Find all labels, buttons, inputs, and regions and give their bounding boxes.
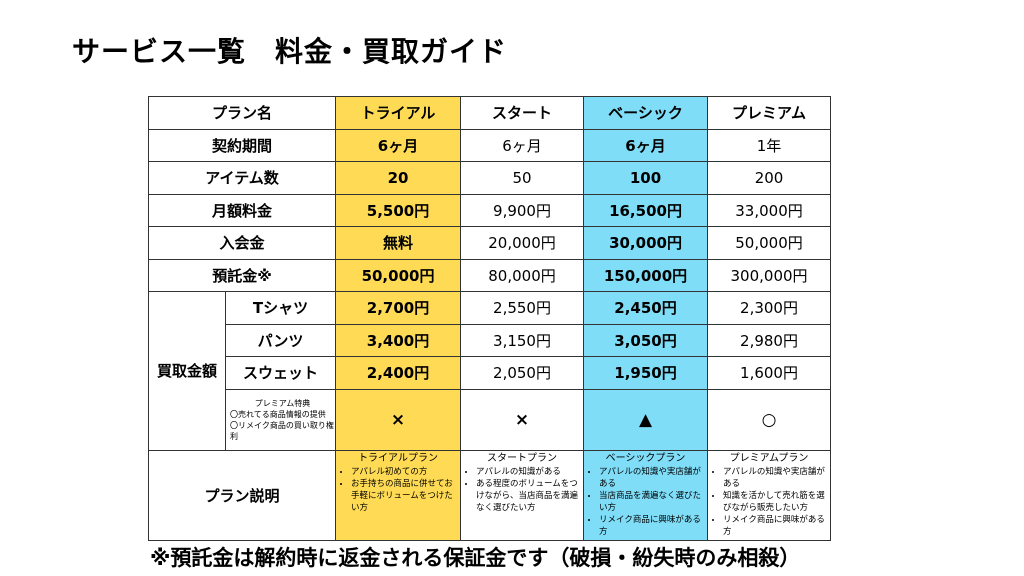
row-label: 入会金 <box>147 226 337 260</box>
plan-point: 当店商品を満遍なく選びたい方 <box>599 490 704 514</box>
cell-value: 30,000円 <box>583 226 709 260</box>
cell-value: 2,050円 <box>460 356 585 390</box>
row-label: 月額料金 <box>147 193 337 227</box>
row-label: 預託金※ <box>147 258 337 292</box>
cell-value: 2,300円 <box>707 291 832 325</box>
row-label: Tシャツ <box>224 291 337 325</box>
page-title: サービス一覧 料金・買取ガイド <box>72 35 508 68</box>
plan-point: アパレル初めての方 <box>351 466 457 478</box>
table-row: パンツ 3,400円 3,150円 3,050円 2,980円 <box>149 323 832 357</box>
cell-value: 100 <box>583 161 709 195</box>
perk-label: プレミアム特典 〇売れてる商品情報の提供 〇リメイク商品の買い取り権利 <box>224 388 337 451</box>
buyback-label: 買取金額 <box>148 291 226 451</box>
cell-value: 3,050円 <box>583 323 709 357</box>
cell-value: 50,000円 <box>335 258 462 292</box>
row-label: スウェット <box>224 356 337 390</box>
description-row: プラン説明トライアルプランアパレル初めての方お手持ちの商品に併せてお手軽にボリュ… <box>147 449 832 541</box>
plan-description-title: スタートプラン <box>487 452 558 464</box>
perk-row: プレミアム特典 〇売れてる商品情報の提供 〇リメイク商品の買い取り権利 × × ▲ ○ <box>149 388 832 451</box>
cell-value: 2,980円 <box>707 323 832 357</box>
cell-value: 9,900円 <box>460 193 585 227</box>
table-row: 預託金※ 50,000円 80,000円 150,000円 300,000円 <box>147 258 832 292</box>
cell-value: 5,500円 <box>335 193 462 227</box>
plan-point: リメイク商品に興味がある方 <box>723 514 827 538</box>
plan-point: アパレルの知識や実店舗がある <box>599 466 704 490</box>
table-row: アイテム数 20 50 100 200 <box>147 161 832 195</box>
cell-value: 1年 <box>707 128 832 162</box>
plan-point: お手持ちの商品に併せてお手軽にボリュームをつけたい方 <box>351 478 457 514</box>
row-label: 契約期間 <box>147 128 337 162</box>
plan-name: スタート <box>460 96 585 130</box>
cell-value: 20 <box>335 161 462 195</box>
perk-line: 〇売れてる商品情報の提供 <box>230 409 326 419</box>
cell-value: 2,550円 <box>460 291 585 325</box>
header-row: プラン名 トライアル スタート ベーシック プレミアム <box>147 96 832 130</box>
table-row: 入会金 無料 20,000円 30,000円 50,000円 <box>147 226 832 260</box>
cell-value: 6ヶ月 <box>583 128 709 162</box>
perk-value: ▲ <box>583 388 709 451</box>
plan-description: プレミアムプランアパレルの知識や実店舗がある知識を活かして売れ筋を選びながら販売… <box>707 449 832 541</box>
cell-value: 1,950円 <box>583 356 709 390</box>
perk-line: 〇リメイク商品の買い取り権利 <box>230 420 334 441</box>
description-label: プラン説明 <box>147 449 337 541</box>
cell-value: 6ヶ月 <box>460 128 585 162</box>
cell-value: 150,000円 <box>583 258 709 292</box>
footnote: ※預託金は解約時に返金される保証金です（破損・紛失時のみ相殺） <box>150 546 801 570</box>
cell-value: 2,450円 <box>583 291 709 325</box>
plan-name: プレミアム <box>707 96 832 130</box>
table-row: スウェット 2,400円 2,050円 1,950円 1,600円 <box>149 356 832 390</box>
plan-description: ベーシックプランアパレルの知識や実店舗がある当店商品を満遍なく選びたい方リメイク… <box>583 449 709 541</box>
cell-value: 16,500円 <box>583 193 709 227</box>
row-label: アイテム数 <box>147 161 337 195</box>
header-label: プラン名 <box>147 96 337 130</box>
plan-name: トライアル <box>335 96 462 130</box>
perk-value: × <box>460 388 585 451</box>
cell-value: 2,400円 <box>335 356 462 390</box>
table-row: 買取金額 Tシャツ 2,700円 2,550円 2,450円 2,300円 <box>148 291 832 451</box>
cell-value: 1,600円 <box>707 356 832 390</box>
plan-description: スタートプランアパレルの知識があるある程度のボリュームをつけながら、当店商品を満… <box>460 449 585 541</box>
row-label: パンツ <box>224 323 337 357</box>
plan-point: 知識を活かして売れ筋を選びながら販売したい方 <box>723 490 827 514</box>
cell-value: 200 <box>707 161 832 195</box>
cell-value: 20,000円 <box>460 226 585 260</box>
plan-description-title: トライアルプラン <box>358 452 438 464</box>
perk-value: ○ <box>707 388 832 451</box>
cell-value: 50,000円 <box>707 226 832 260</box>
cell-value: 2,700円 <box>335 291 462 325</box>
cell-value: 80,000円 <box>460 258 585 292</box>
plan-point: アパレルの知識や実店舗がある <box>723 466 827 490</box>
plan-description: トライアルプランアパレル初めての方お手持ちの商品に併せてお手軽にボリュームをつけ… <box>335 449 462 541</box>
plan-description-title: ベーシックプラン <box>605 452 686 464</box>
cell-value: 300,000円 <box>707 258 832 292</box>
table-row: 契約期間 6ヶ月 6ヶ月 6ヶ月 1年 <box>147 128 832 162</box>
table-row: 月額料金 5,500円 9,900円 16,500円 33,000円 <box>147 193 832 227</box>
plan-point: ある程度のボリュームをつけながら、当店商品を満遍なく選びたい方 <box>476 478 580 514</box>
plan-name: ベーシック <box>583 96 709 130</box>
cell-value: 3,400円 <box>335 323 462 357</box>
plan-point: リメイク商品に興味がある方 <box>599 514 704 538</box>
cell-value: 3,150円 <box>460 323 585 357</box>
cell-value: 6ヶ月 <box>335 128 462 162</box>
cell-value: 無料 <box>335 226 462 260</box>
plan-table: プラン名 トライアル スタート ベーシック プレミアム 契約期間 6ヶ月 6ヶ月 6ヶ月 1年 アイ… <box>147 96 832 541</box>
perk-value: × <box>335 388 462 451</box>
cell-value: 33,000円 <box>707 193 832 227</box>
plan-description-title: プレミアムプラン <box>729 452 809 464</box>
cell-value: 50 <box>460 161 585 195</box>
plan-point: アパレルの知識がある <box>476 466 580 478</box>
perk-title: プレミアム特典 <box>254 398 311 408</box>
